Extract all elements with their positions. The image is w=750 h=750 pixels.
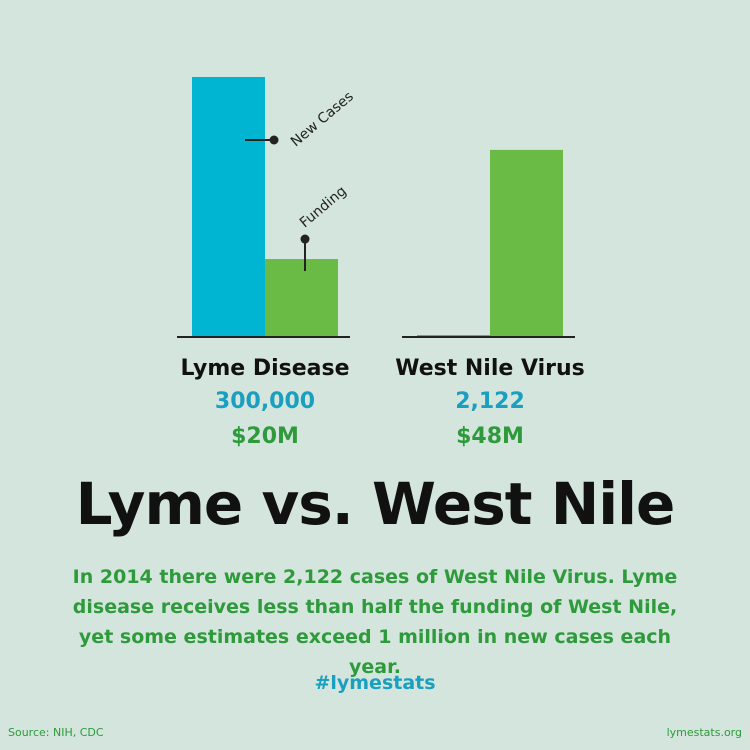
title: Lyme vs. West Nile: [75, 470, 676, 538]
annotation-dot: [300, 234, 310, 244]
bar: [490, 149, 563, 337]
source: Source: NIH, CDC: [8, 726, 104, 739]
annotation-dot: [269, 135, 279, 145]
value-label: 300,000: [215, 389, 315, 414]
bar: [265, 259, 338, 337]
value-label: $48M: [456, 424, 524, 449]
series-label: New Cases: [288, 89, 357, 150]
hashtag: #lymestats: [314, 672, 436, 694]
bar: [192, 77, 265, 337]
value-label: $20M: [231, 424, 299, 449]
website: lymestats.org: [666, 726, 742, 739]
value-label: 2,122: [455, 389, 525, 414]
category-label: West Nile Virus: [395, 356, 585, 381]
chart: 300,000 2,122 $20M $48M Lyme Disease West Nil…: [177, 77, 585, 449]
series-label: Funding: [297, 183, 350, 231]
subtitle: In 2014 there were 2,122 cases of West N…: [72, 566, 678, 678]
category-label: Lyme Disease: [180, 356, 349, 381]
